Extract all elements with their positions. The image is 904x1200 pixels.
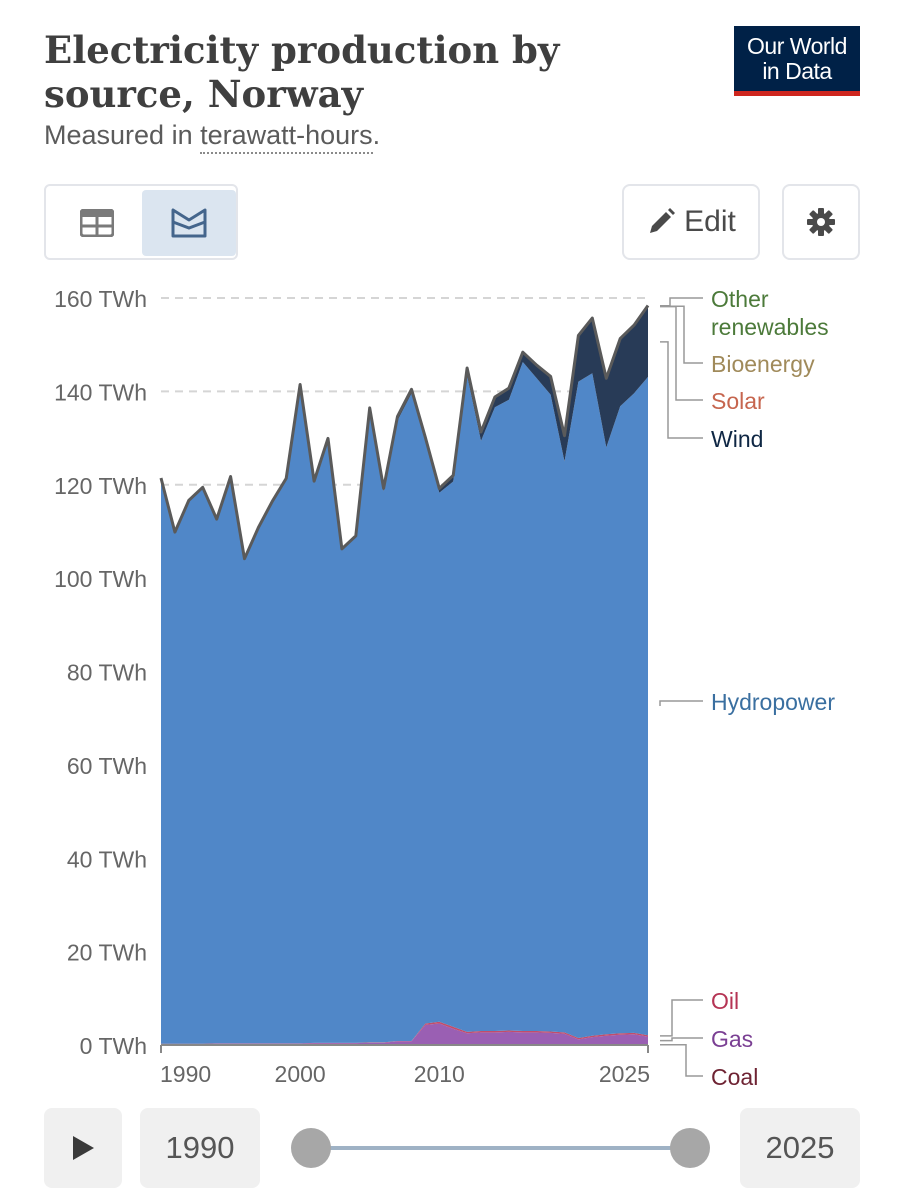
area-oil[interactable] [161, 1021, 648, 1045]
owid-logo[interactable]: Our World in Data [734, 26, 860, 96]
y-tick-label: 140 TWh [54, 379, 147, 405]
area-hydro[interactable] [161, 362, 648, 1044]
area-gas[interactable] [161, 1023, 648, 1045]
subtitle-prefix: Measured in [44, 120, 201, 150]
legend-label-hydro[interactable]: Hydropower [711, 689, 835, 715]
legend-label-oil[interactable]: Oil [711, 988, 739, 1014]
legend-label-wind[interactable]: Wind [711, 426, 763, 452]
edit-button[interactable]: Edit [622, 184, 760, 260]
logo-line-1: Our World [747, 33, 847, 59]
area-layer [159, 304, 650, 1045]
axis-layer: 0 TWh 20 TWh 40 TWh 60 TWh 80 TWh 100 TWh 120 … [54, 286, 650, 1087]
x-tick-label: 2025 [599, 1061, 650, 1087]
chart-subtitle: Measured in terawatt-hours. [44, 120, 381, 154]
legend-label-other[interactable]: renewables [711, 314, 829, 340]
y-tick-label: 160 TWh [54, 286, 147, 312]
play-icon [73, 1136, 94, 1160]
x-tick-label: 2000 [275, 1061, 326, 1087]
chart-title: Electricity production by source, Norway [44, 28, 560, 116]
timeline-start-handle[interactable] [291, 1128, 331, 1168]
legend-connector [660, 1044, 703, 1077]
unit-definition-link[interactable]: terawatt-hours [200, 120, 373, 154]
legend-label-solar[interactable]: Solar [711, 388, 765, 414]
y-tick-label: 20 TWh [67, 940, 147, 966]
logo-line-2: in Data [762, 58, 832, 84]
x-tick-label: 1990 [160, 1061, 211, 1087]
y-tick-label: 100 TWh [54, 566, 147, 592]
table-icon [80, 209, 114, 237]
pencil-icon [650, 208, 676, 233]
legend-connector [660, 305, 703, 401]
timeline-end-handle[interactable] [670, 1128, 710, 1168]
stacked-area-chart-icon [171, 208, 207, 238]
play-button[interactable] [44, 1108, 122, 1188]
legend-connector [660, 341, 703, 439]
timeline-start-year[interactable]: 1990 [140, 1108, 260, 1188]
y-tick-label: 80 TWh [67, 660, 147, 686]
chart-view-button[interactable] [142, 190, 236, 256]
stacked-area-chart: 0 TWh 20 TWh 40 TWh 60 TWh 80 TWh 100 TWh 120 … [54, 286, 835, 1090]
legend-label-other[interactable]: Other [711, 286, 769, 312]
edit-button-label: Edit [684, 205, 736, 238]
legend-connector [660, 305, 703, 364]
y-tick-label: 120 TWh [54, 473, 147, 499]
view-toggle [44, 184, 238, 260]
legend-label-coal[interactable]: Coal [711, 1064, 758, 1090]
gear-icon [807, 208, 835, 236]
y-tick-label: 60 TWh [67, 753, 147, 779]
legend-connector [660, 297, 703, 307]
total-outline [159, 304, 650, 561]
y-tick-label: 40 TWh [67, 846, 147, 872]
timeline-track[interactable] [312, 1146, 690, 1150]
table-view-button[interactable] [50, 190, 144, 256]
legend-label-gas[interactable]: Gas [711, 1026, 753, 1052]
legend-connector [659, 700, 703, 706]
y-tick-label: 0 TWh [80, 1033, 147, 1059]
legend-label-bio[interactable]: Bioenergy [711, 351, 815, 377]
timeline-end-year[interactable]: 2025 [740, 1108, 860, 1188]
subtitle-suffix: . [372, 120, 381, 150]
logo-red-bar [734, 91, 860, 96]
settings-button[interactable] [782, 184, 860, 260]
x-tick-label: 2010 [414, 1061, 465, 1087]
legend-connector [660, 1037, 703, 1042]
legend-connector [660, 999, 703, 1037]
